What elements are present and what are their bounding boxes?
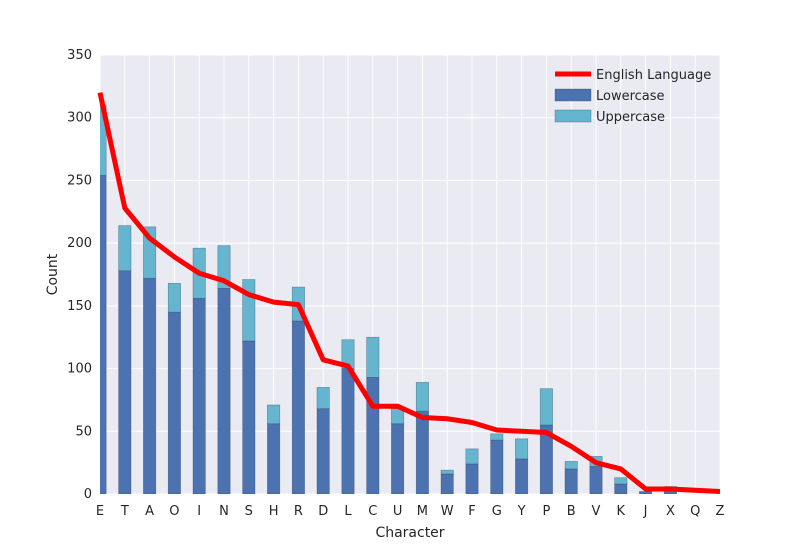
y-tick-label: 50	[75, 424, 92, 439]
x-tick-label: B	[567, 504, 576, 519]
x-tick-label: S	[245, 504, 253, 519]
x-tick-label: F	[468, 504, 475, 519]
bar-uppercase-M	[415, 382, 429, 412]
bar-uppercase-U	[391, 408, 405, 425]
bar-uppercase-H	[267, 404, 281, 425]
bar-lowercase-L	[341, 368, 355, 494]
legend-label: Lowercase	[596, 89, 665, 104]
bar-uppercase-D	[316, 387, 330, 410]
bar-lowercase-M	[415, 410, 429, 494]
y-tick-label: 150	[67, 299, 92, 314]
y-tick-label: 100	[67, 362, 92, 377]
bar-lowercase-E	[100, 175, 107, 494]
x-tick-label: E	[96, 504, 104, 519]
bar-lowercase-O	[167, 311, 181, 494]
bar-uppercase-Y	[515, 438, 529, 460]
bar-lowercase-H	[267, 423, 281, 494]
bar-uppercase-C	[366, 336, 380, 378]
x-tick-label: P	[542, 504, 550, 519]
bar-uppercase-F	[465, 448, 479, 465]
x-tick-label: V	[592, 504, 601, 519]
y-tick-label: 250	[67, 173, 92, 188]
bar-lowercase-J	[639, 491, 653, 494]
x-tick-label: I	[197, 504, 201, 519]
x-tick-label: L	[344, 504, 352, 519]
bar-lowercase-V	[589, 466, 603, 494]
x-tick-label: G	[492, 504, 502, 519]
x-tick-label: Z	[716, 504, 725, 519]
x-tick-label: H	[269, 504, 279, 519]
x-tick-label: D	[318, 504, 328, 519]
x-tick-label: K	[617, 504, 626, 519]
bar-uppercase-G	[490, 433, 504, 441]
bar-uppercase-K	[614, 477, 628, 485]
bar-lowercase-D	[316, 408, 330, 494]
x-tick-label: R	[294, 504, 303, 519]
bar-lowercase-S	[242, 340, 256, 494]
x-tick-label: N	[219, 504, 229, 519]
bar-lowercase-T	[118, 270, 132, 494]
x-tick-label: J	[643, 504, 648, 519]
x-tick-label: Y	[517, 504, 526, 519]
bar-lowercase-N	[217, 287, 231, 494]
bar-uppercase-P	[539, 388, 553, 426]
bar-lowercase-U	[391, 423, 405, 494]
bar-lowercase-Y	[515, 458, 529, 494]
bar-lowercase-G	[490, 439, 504, 494]
bar-uppercase-B	[564, 461, 578, 470]
x-tick-label: A	[145, 504, 154, 519]
legend-label: Uppercase	[596, 110, 665, 125]
legend-label: English Language	[596, 68, 711, 83]
english-line	[97, 92, 721, 494]
y-tick-label: 200	[67, 236, 92, 251]
y-tick-labels: 0 50 100 150 200 250 300 350	[67, 48, 92, 502]
legend: English Language Lowercase Uppercase	[554, 68, 711, 125]
y-tick-label: 350	[67, 48, 92, 63]
x-tick-label: M	[417, 504, 428, 519]
x-tick-label: Q	[690, 504, 700, 519]
bar-lowercase-B	[564, 468, 578, 494]
x-tick-label: C	[368, 504, 377, 519]
x-tick-label: W	[441, 504, 454, 519]
bar-uppercase-E	[100, 104, 107, 176]
bar-lowercase-A	[143, 277, 157, 494]
x-tick-label: U	[393, 504, 403, 519]
bar-uppercase-W	[440, 469, 454, 475]
bar-uppercase-O	[167, 282, 181, 313]
english-language-line	[97, 92, 721, 494]
bar-uppercase-T	[118, 225, 132, 272]
y-tick-label: 0	[84, 487, 92, 502]
x-tick-label: X	[666, 504, 675, 519]
bar-lowercase-F	[465, 463, 479, 494]
y-axis-label: Count	[45, 253, 61, 295]
legend-swatch-bar	[554, 109, 592, 123]
x-tick-label: O	[169, 504, 179, 519]
x-axis-label: Character	[375, 525, 444, 541]
bar-lowercase-I	[192, 298, 206, 494]
x-tick-label: T	[120, 504, 129, 519]
bar-lowercase-R	[291, 320, 305, 494]
bar-lowercase-K	[614, 483, 628, 494]
y-tick-label: 300	[67, 111, 92, 126]
bar-lowercase-W	[440, 473, 454, 494]
bar-uppercase-S	[242, 279, 256, 342]
legend-swatch-bar	[554, 88, 592, 102]
